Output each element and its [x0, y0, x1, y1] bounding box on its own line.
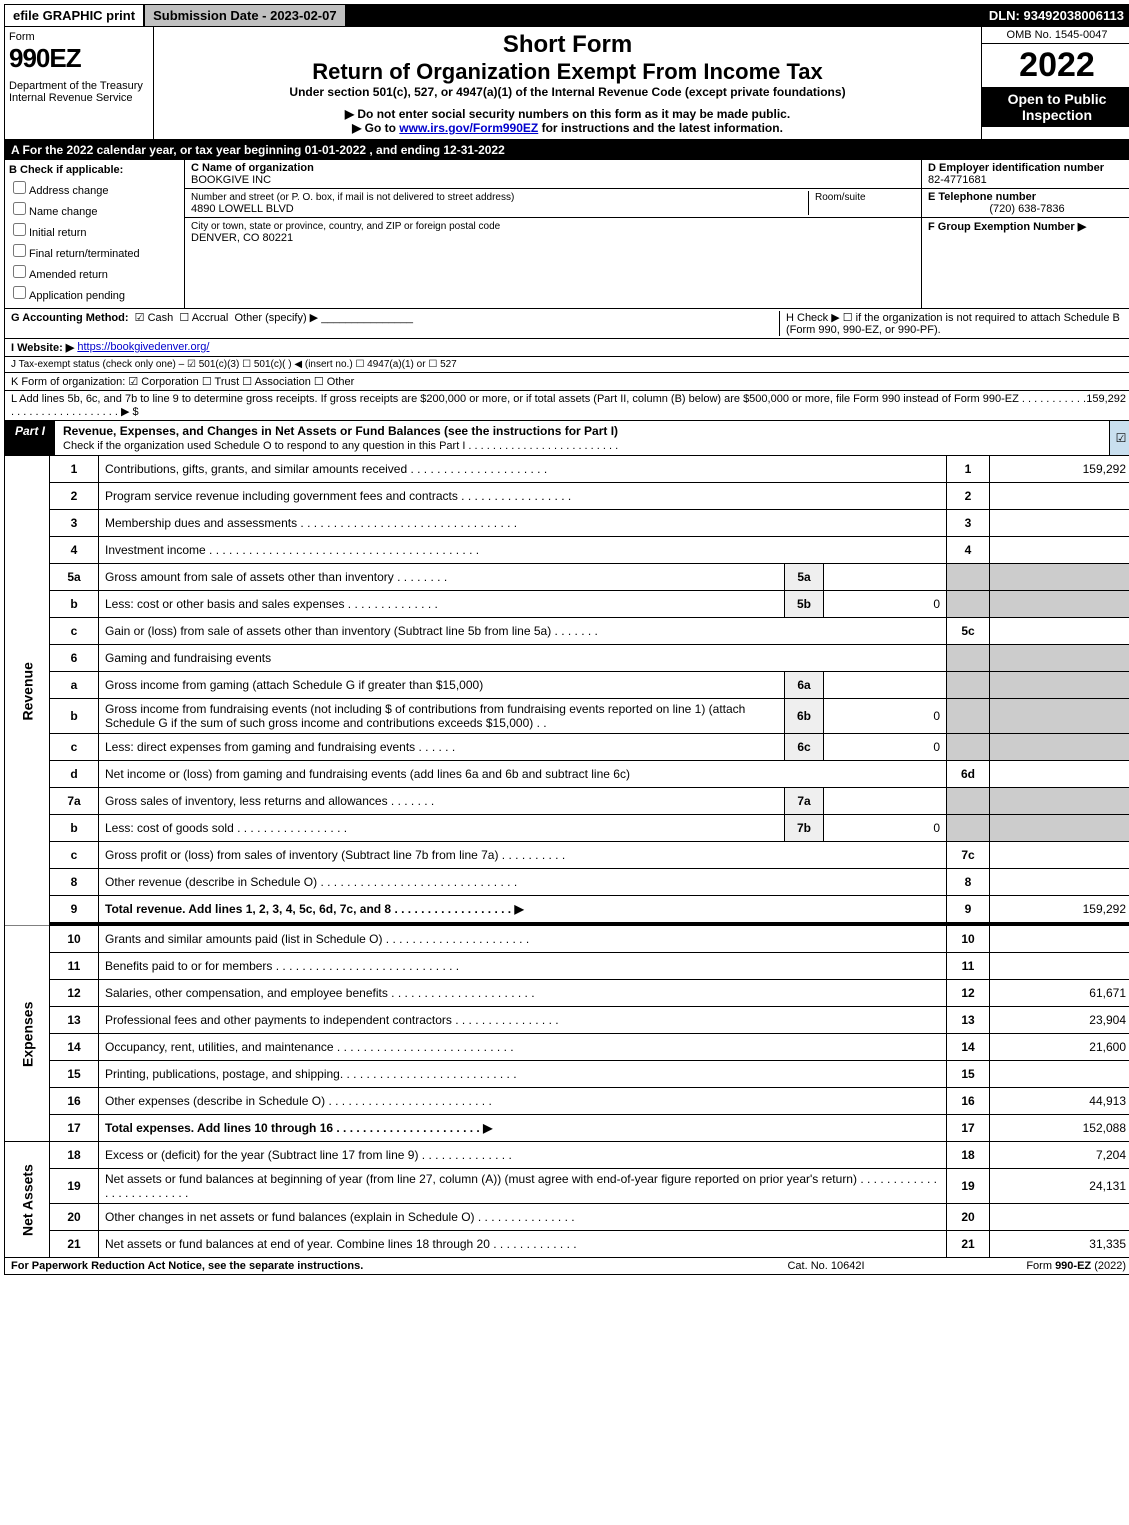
- row-i: I Website: ▶ https://bookgivedenver.org/: [4, 339, 1129, 357]
- checkbox-icon[interactable]: [13, 181, 26, 194]
- cb-name-change[interactable]: Name change: [9, 199, 180, 218]
- footer-left: For Paperwork Reduction Act Notice, see …: [11, 1260, 726, 1272]
- form-word: Form: [9, 31, 149, 43]
- part-i-checkbox[interactable]: ☑: [1109, 421, 1129, 455]
- omb-number: OMB No. 1545-0047: [982, 27, 1129, 44]
- part-i-table: Revenue 1 Contributions, gifts, grants, …: [4, 456, 1129, 1258]
- row-k: K Form of organization: ☑ Corporation ☐ …: [4, 373, 1129, 391]
- part-i-title: Revenue, Expenses, and Changes in Net As…: [55, 421, 1109, 455]
- g-label: G Accounting Method:: [11, 312, 129, 324]
- org-info-grid: B Check if applicable: Address change Na…: [4, 160, 1129, 309]
- l-text: L Add lines 5b, 6c, and 7b to line 9 to …: [11, 393, 1086, 418]
- right-info-column: D Employer identification number82-47716…: [922, 160, 1129, 308]
- line-num: 1: [50, 456, 99, 483]
- website-link[interactable]: https://bookgivedenver.org/: [77, 341, 209, 354]
- h-label: H Check ▶ ☐ if the organization is not r…: [779, 311, 1126, 336]
- part-i-header: Part I Revenue, Expenses, and Changes in…: [4, 421, 1129, 456]
- checkbox-icon[interactable]: [13, 223, 26, 236]
- revenue-side-label: Revenue: [5, 456, 50, 926]
- main-title: Return of Organization Exempt From Incom…: [162, 59, 973, 85]
- tax-year: 2022: [982, 44, 1129, 87]
- c-city-label: City or town, state or province, country…: [191, 221, 500, 232]
- checkbox-icon[interactable]: [13, 265, 26, 278]
- efile-print[interactable]: efile GRAPHIC print: [5, 5, 143, 26]
- l-value: 159,292: [1086, 393, 1126, 418]
- line-1-amt: 159,292: [990, 456, 1129, 483]
- f-label: F Group Exemption Number ▶: [928, 221, 1086, 233]
- dept-irs: Internal Revenue Service: [9, 92, 149, 104]
- dept-treasury: Department of the Treasury: [9, 80, 149, 92]
- section-a-period: A For the 2022 calendar year, or tax yea…: [4, 140, 1129, 160]
- c-room-label: Room/suite: [815, 192, 866, 203]
- line-1-label: Contributions, gifts, grants, and simila…: [99, 456, 947, 483]
- part-i-label: Part I: [5, 421, 55, 455]
- org-street: 4890 LOWELL BLVD: [191, 203, 294, 215]
- cb-application-pending[interactable]: Application pending: [9, 283, 180, 302]
- top-bar: efile GRAPHIC print Submission Date - 20…: [4, 4, 1129, 27]
- footer-catno: Cat. No. 10642I: [726, 1260, 926, 1272]
- form-number: 990EZ: [9, 43, 149, 74]
- right-header-column: OMB No. 1545-0047 2022 Open to Public In…: [981, 27, 1129, 139]
- goto-note: ▶ Go to www.irs.gov/Form990EZ for instru…: [162, 121, 973, 135]
- ssn-note: ▶ Do not enter social security numbers o…: [162, 107, 973, 121]
- open-public-inspection: Open to Public Inspection: [982, 87, 1129, 127]
- checkbox-icon[interactable]: [13, 286, 26, 299]
- cb-amended-return[interactable]: Amended return: [9, 262, 180, 281]
- page-footer: For Paperwork Reduction Act Notice, see …: [4, 1258, 1129, 1275]
- expenses-side-label: Expenses: [5, 926, 50, 1142]
- d-label: D Employer identification number: [928, 162, 1104, 174]
- section-b-column: B Check if applicable: Address change Na…: [5, 160, 185, 308]
- line-num-r: 1: [947, 456, 990, 483]
- org-name: BOOKGIVE INC: [191, 174, 271, 186]
- b-label: B Check if applicable:: [9, 164, 123, 176]
- row-g-h: G Accounting Method: ☑ Cash ☐ Accrual Ot…: [4, 309, 1129, 339]
- efile-label: efile GRAPHIC print: [13, 8, 135, 23]
- netassets-side-label: Net Assets: [5, 1142, 50, 1258]
- form-id-column: Form 990EZ Department of the Treasury In…: [5, 27, 154, 139]
- checkbox-icon[interactable]: [13, 202, 26, 215]
- row-l: L Add lines 5b, 6c, and 7b to line 9 to …: [4, 391, 1129, 421]
- phone-value: (720) 638-7836: [928, 203, 1126, 215]
- org-city: DENVER, CO 80221: [191, 232, 293, 244]
- c-name-label: C Name of organization: [191, 162, 314, 174]
- subtitle: Under section 501(c), 527, or 4947(a)(1)…: [162, 85, 973, 99]
- short-form-title: Short Form: [162, 31, 973, 59]
- dln-number: DLN: 93492038006113: [981, 5, 1129, 26]
- c-street-label: Number and street (or P. O. box, if mail…: [191, 192, 514, 203]
- checkbox-icon[interactable]: [13, 244, 26, 257]
- irs-link[interactable]: www.irs.gov/Form990EZ: [399, 121, 538, 135]
- section-c-column: C Name of organization BOOKGIVE INC Numb…: [185, 160, 922, 308]
- form-header: Form 990EZ Department of the Treasury In…: [4, 27, 1129, 140]
- cb-final-return[interactable]: Final return/terminated: [9, 241, 180, 260]
- footer-right: Form 990-EZ (2022): [926, 1260, 1126, 1272]
- cb-address-change[interactable]: Address change: [9, 178, 180, 197]
- i-label: I Website: ▶: [11, 341, 74, 354]
- row-j: J Tax-exempt status (check only one) – ☑…: [4, 357, 1129, 373]
- cb-initial-return[interactable]: Initial return: [9, 220, 180, 239]
- e-label: E Telephone number: [928, 191, 1036, 203]
- title-column: Short Form Return of Organization Exempt…: [154, 27, 981, 139]
- ein-value: 82-4771681: [928, 174, 987, 186]
- submission-date: Submission Date - 2023-02-07: [143, 5, 345, 26]
